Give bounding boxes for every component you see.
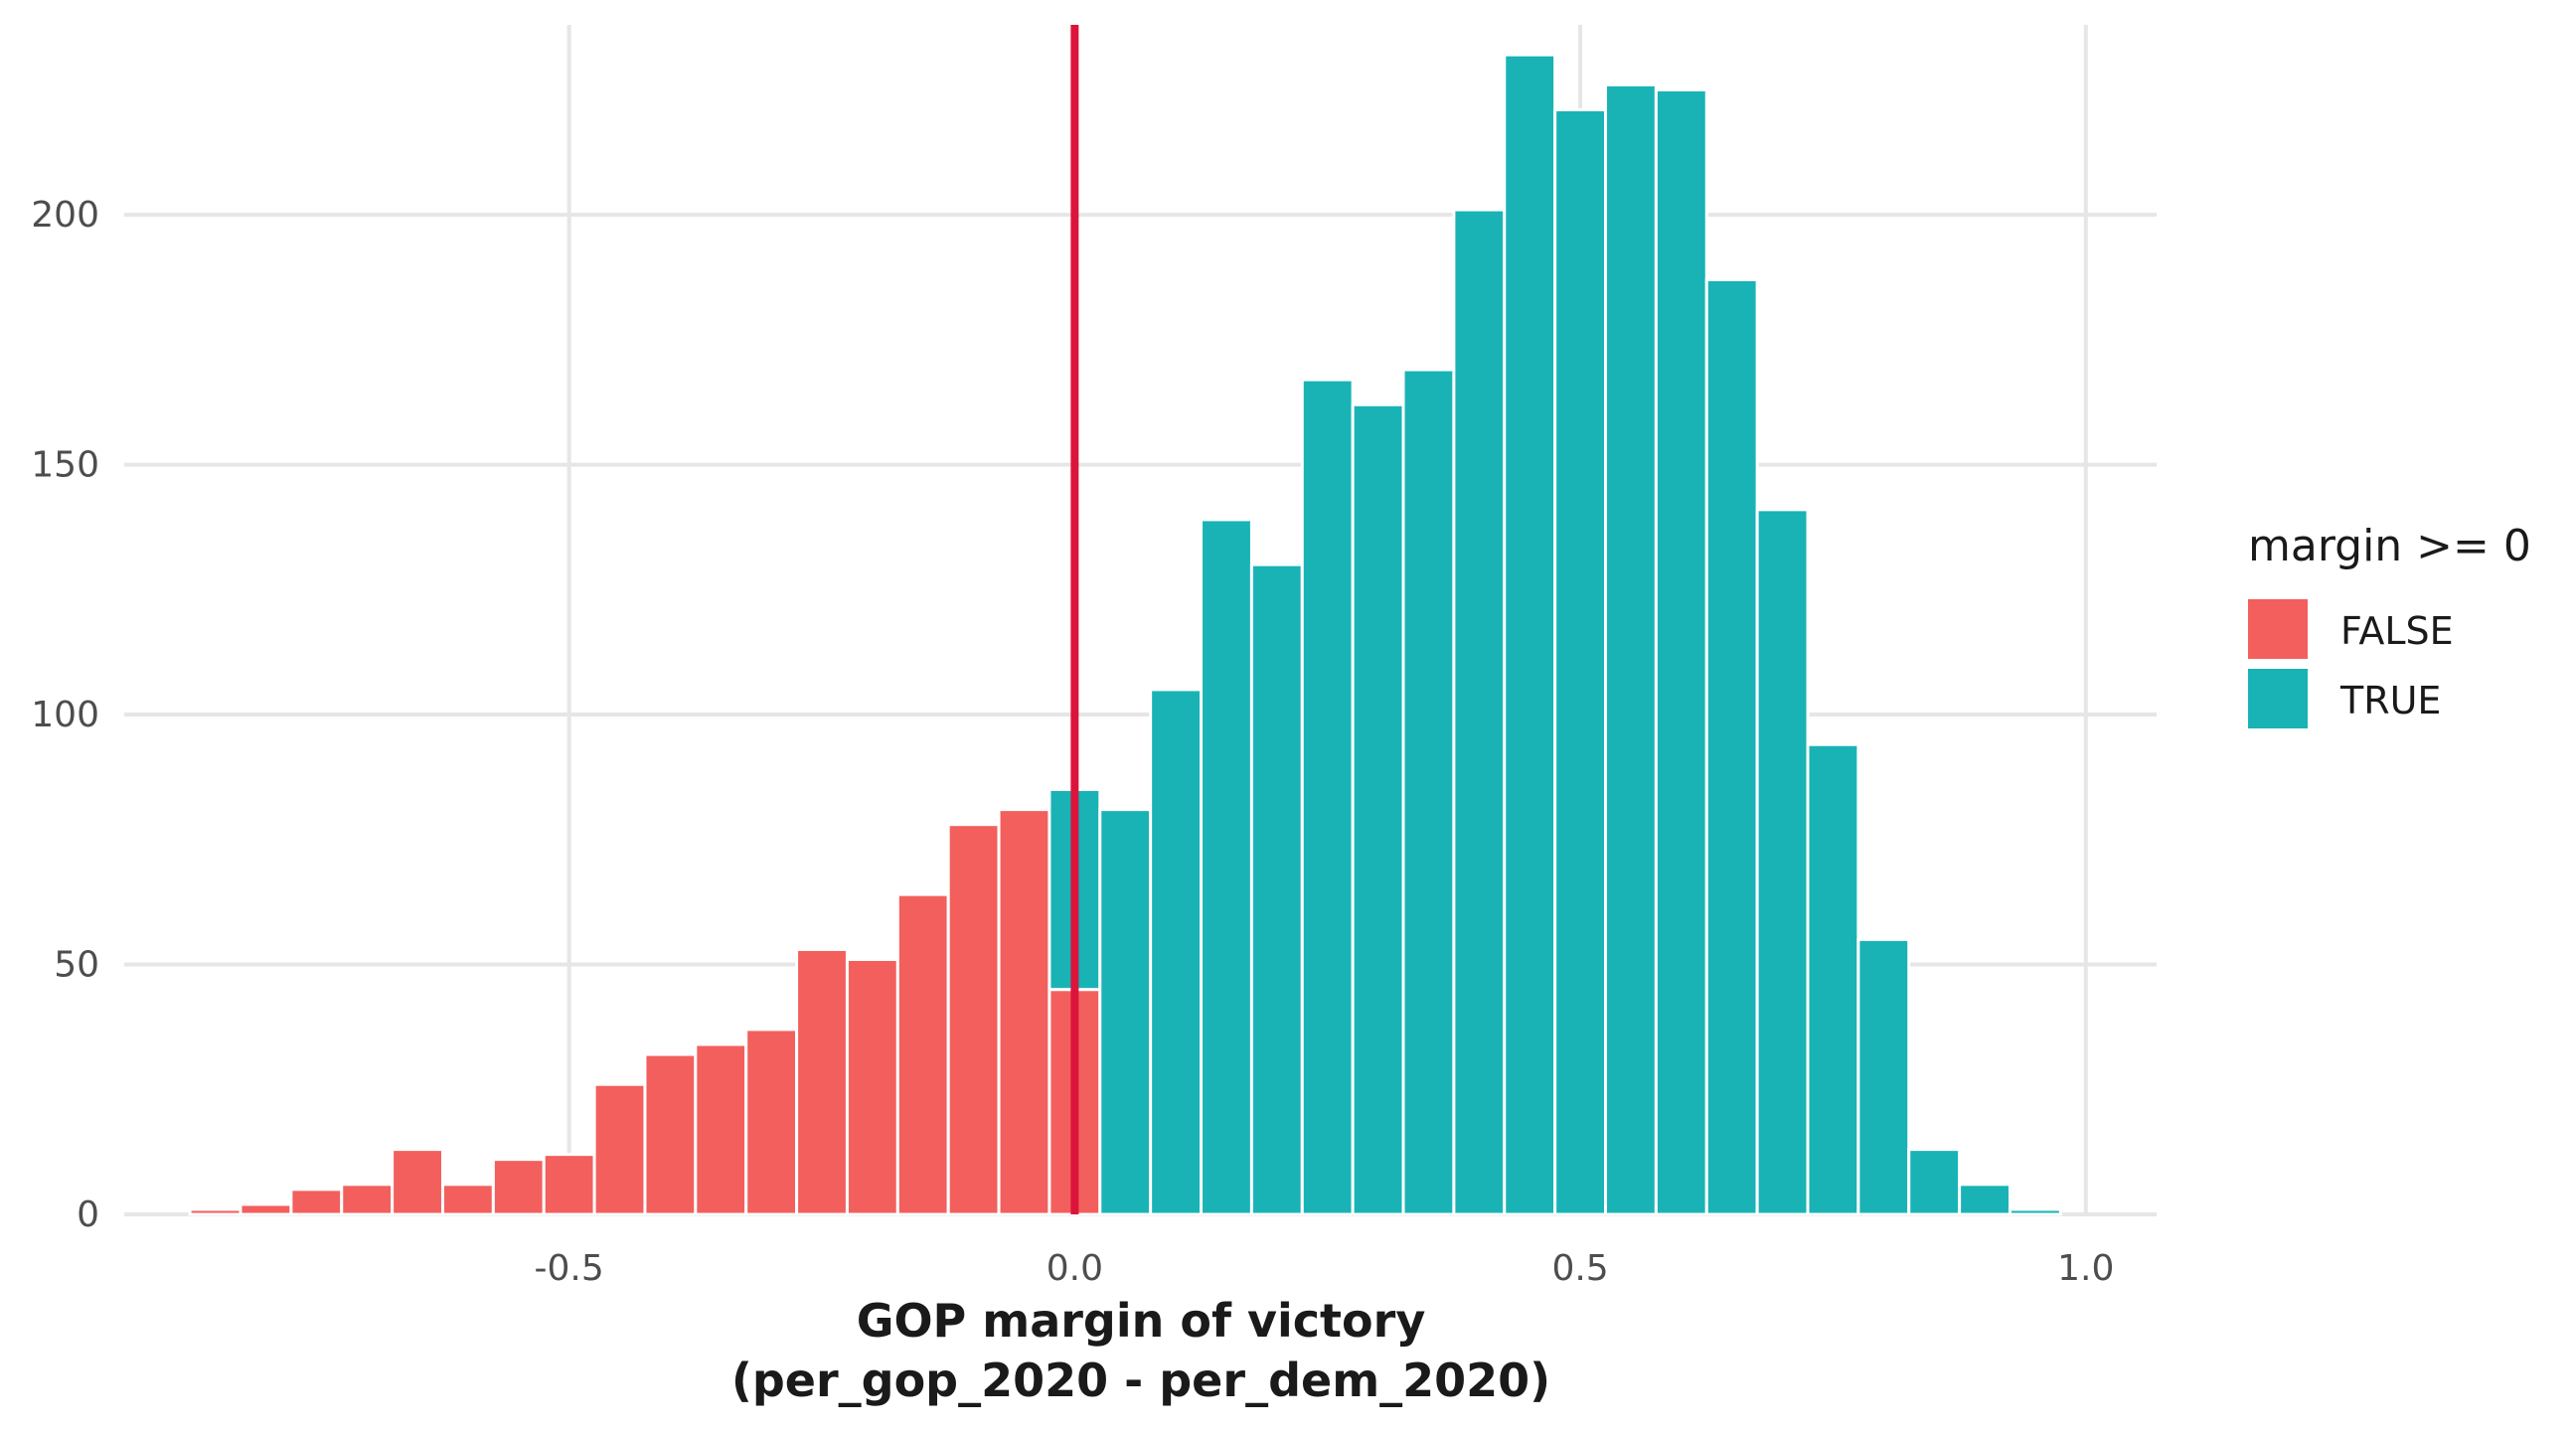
- histogram-bar-false: [440, 1183, 495, 1216]
- tick-labels: 0 50 100 150 200 -0.5 0.0 0.5 1.0: [31, 195, 2114, 1289]
- histogram-bar-true: [1806, 742, 1860, 1216]
- histogram-bar-true: [1553, 108, 1608, 1216]
- x-axis-title: GOP margin of victory (per_gop_2020 - pe…: [731, 1294, 1550, 1407]
- histogram-bar-true: [1958, 1183, 2012, 1216]
- histogram-bar-false: [895, 892, 950, 1216]
- histogram-bar-false: [592, 1082, 647, 1216]
- histogram-bar-true: [1856, 937, 1911, 1216]
- histogram-bar-false: [795, 947, 849, 1216]
- histogram-bar-true: [1503, 53, 1557, 1216]
- histogram-bar-true: [1452, 208, 1507, 1216]
- x-tick-label: 0.0: [1046, 1248, 1103, 1289]
- legend-swatch-true: [2248, 669, 2308, 728]
- y-tick-label: 50: [54, 945, 99, 986]
- legend-label-true: TRUE: [2339, 679, 2441, 722]
- histogram-bar-true: [1654, 87, 1708, 1216]
- histogram-bar-true: [1098, 808, 1153, 1216]
- histogram-bar-true: [1351, 402, 1405, 1216]
- histogram-bar-false: [643, 1052, 698, 1216]
- histogram-bar-true: [1149, 688, 1204, 1216]
- x-tick-label: 1.0: [2057, 1248, 2114, 1289]
- histogram-bar-false: [997, 808, 1051, 1216]
- histogram-bar-false: [542, 1153, 596, 1216]
- y-tick-label: 200: [31, 195, 99, 236]
- x-tick-label: 0.5: [1551, 1248, 1608, 1289]
- y-tick-label: 150: [31, 445, 99, 486]
- histogram-bar-true: [1200, 518, 1253, 1216]
- y-tick-label: 0: [77, 1195, 99, 1235]
- histogram-bar-true: [1401, 368, 1456, 1216]
- histogram-bar-true: [1249, 562, 1304, 1216]
- histogram-bar-false: [188, 1207, 242, 1216]
- x-tick-label: -0.5: [535, 1248, 604, 1289]
- histogram-bar-false: [845, 958, 899, 1216]
- histogram-bar-false: [744, 1028, 799, 1216]
- histogram-bar-false: [946, 823, 1001, 1216]
- histogram-bar-false: [391, 1148, 444, 1216]
- histogram-bar-true: [1907, 1148, 1962, 1216]
- histogram-bar-false: [340, 1183, 395, 1216]
- histogram-bars: [188, 53, 2062, 1216]
- histogram-bar-true: [1755, 508, 1810, 1216]
- grid-lines: [124, 25, 2157, 1216]
- histogram-bar-true: [1300, 378, 1355, 1216]
- histogram-bar-false: [491, 1158, 546, 1216]
- x-axis-title-line2: (per_gop_2020 - per_dem_2020): [731, 1354, 1550, 1407]
- legend-title: margin >= 0: [2248, 521, 2531, 571]
- histogram-bar-false: [694, 1042, 748, 1216]
- legend-label-false: FALSE: [2340, 609, 2454, 653]
- x-axis-title-line1: GOP margin of victory: [857, 1294, 1426, 1348]
- histogram-bar-true: [2008, 1207, 2062, 1216]
- legend: margin >= 0 FALSE TRUE: [2248, 521, 2531, 728]
- histogram-bar-false: [289, 1188, 344, 1216]
- histogram-bar-false: [239, 1202, 293, 1216]
- legend-swatch-false: [2248, 599, 2308, 659]
- histogram-bar-true: [1704, 278, 1759, 1216]
- y-tick-label: 100: [31, 695, 99, 735]
- histogram-bar-true: [1604, 82, 1658, 1216]
